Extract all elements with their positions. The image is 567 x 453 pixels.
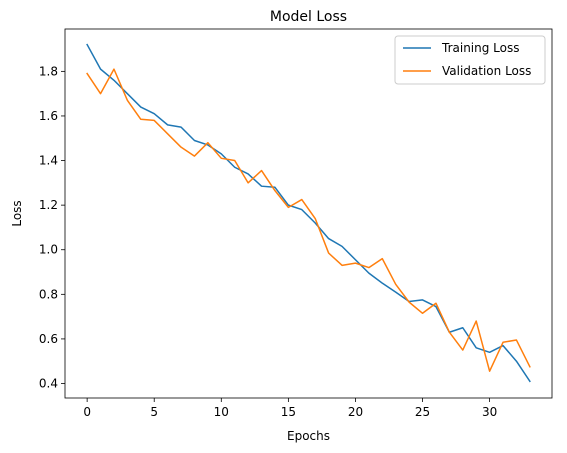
series-line-1: [86, 68, 531, 372]
y-tick-label: 1.0: [39, 243, 58, 257]
legend-label-0: Training Loss: [441, 41, 519, 55]
legend-label-1: Validation Loss: [442, 64, 531, 78]
x-tick-label: 0: [83, 405, 91, 419]
series-layer: [86, 43, 531, 383]
series-line-0: [86, 43, 531, 383]
y-tick-label: 1.2: [39, 198, 58, 212]
plot-frame: [64, 28, 553, 399]
y-axis: 0.4 0.6 0.8 1.0 1.2 1.4 1.6 1.8: [39, 64, 65, 391]
y-tick-label: 1.6: [39, 109, 58, 123]
y-tick-label: 1.8: [39, 64, 58, 78]
x-tick-label: 25: [415, 405, 430, 419]
x-tick-label: 10: [214, 405, 229, 419]
x-tick-label: 30: [482, 405, 497, 419]
chart-title: Model Loss: [270, 9, 347, 25]
x-tick-label: 5: [150, 405, 158, 419]
x-axis: 0 5 10 15 20 25 30: [83, 398, 497, 419]
legend: Training Loss Validation Loss: [394, 35, 546, 85]
legend-items: Training Loss Validation Loss: [403, 41, 531, 78]
plot-area: 0 5 10 15 20 25 30 0.4 0.6 0.8 1.0 1.2 1.4 1.6 1.8: [39, 28, 553, 419]
y-tick-label: 0.4: [39, 377, 58, 391]
legend-box: [394, 35, 546, 85]
y-tick-label: 0.8: [39, 287, 58, 301]
y-tick-label: 1.4: [39, 154, 58, 168]
y-axis-label: Loss: [10, 200, 24, 226]
x-axis-label: Epochs: [287, 429, 330, 443]
x-tick-label: 20: [348, 405, 363, 419]
x-tick-label: 15: [281, 405, 296, 419]
y-tick-label: 0.6: [39, 332, 58, 346]
